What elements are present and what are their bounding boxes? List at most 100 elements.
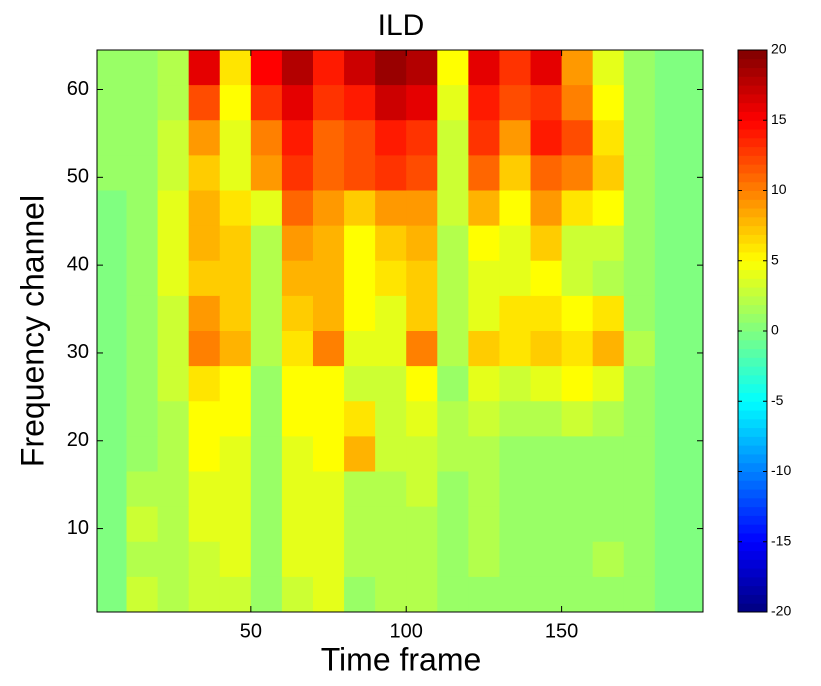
y-axis-label: Frequency channel [14,195,50,467]
heatmap-cell [219,85,252,121]
heatmap-cell [157,401,190,437]
heatmap-cell [375,190,407,227]
heatmap-cell [250,120,283,156]
heatmap-cell [406,155,438,191]
colorbar-swatch [738,137,767,148]
heatmap-cell [592,260,625,297]
colorbar-swatch [738,550,767,560]
heatmap-cell [344,50,376,86]
heatmap-cell [219,190,252,227]
heatmap-cell [126,120,159,156]
heatmap-cell [97,120,128,156]
colorbar-swatch [738,85,767,95]
heatmap-cell [344,225,376,262]
colorbar-swatch [738,172,767,183]
heatmap-cell [623,260,656,297]
heatmap-cell [188,120,221,156]
heatmap-cell [530,260,563,297]
heatmap-cell [219,260,252,297]
heatmap-cell [437,120,469,156]
heatmap-cell [312,295,345,332]
heatmap-cell [344,506,376,543]
heatmap-cell [281,50,314,86]
heatmap-cell [468,85,500,121]
colorbar-swatch [738,445,767,455]
colorbar-swatch [738,164,767,174]
colorbar-swatch [738,102,767,112]
heatmap-cell [406,225,438,262]
heatmap-cell [344,85,376,121]
heatmap-cell [97,85,128,121]
heatmap-cell [468,506,500,543]
heatmap-cell [126,541,159,578]
colorbar-swatch [738,471,767,481]
heatmap-cell [188,471,221,508]
colorbar-swatch [738,410,767,420]
heatmap-cell [97,50,128,86]
heatmap-cell [219,366,252,402]
heatmap-cell [406,576,438,612]
heatmap-cell [437,401,469,437]
heatmap-cell [97,436,128,472]
colorbar-swatch [738,331,767,341]
heatmap-cell [437,366,469,402]
heatmap-cell [499,331,532,367]
heatmap-cell [561,260,594,297]
heatmap-cell [188,576,221,612]
heatmap-cell [157,225,190,262]
heatmap-cell [281,576,314,612]
heatmap-cell [97,190,128,227]
heatmap-cell [623,190,656,227]
heatmap-cell [437,295,469,332]
heatmap-cell [126,85,159,121]
heatmap-cell [499,471,532,508]
heatmap-cell [530,401,563,437]
heatmap-cell [437,225,469,262]
heatmap-cell [654,85,687,121]
heatmap-cell [592,366,625,402]
heatmap-cell [530,506,563,543]
heatmap-cell [126,366,159,402]
heatmap-cell [623,225,656,262]
heatmap-cell [685,541,703,578]
heatmap-cell [623,120,656,156]
heatmap-cell [344,190,376,227]
heatmap-cell [250,295,283,332]
heatmap-cell [530,436,563,472]
heatmap-cell [530,471,563,508]
heatmap-cell [375,50,407,86]
colorbar-swatch [738,67,767,77]
heatmap-cell [561,120,594,156]
heatmap-cell [530,50,563,86]
heatmap-cell [250,225,283,262]
heatmap-cell [592,50,625,86]
heatmap-cell [281,401,314,437]
heatmap-cell [157,541,190,578]
heatmap-cell [499,506,532,543]
heatmap-cell [406,190,438,227]
heatmap-cell [344,331,376,367]
heatmap-cell [312,155,345,191]
heatmap-cell [685,190,703,227]
heatmap-cell [561,436,594,472]
colorbar-swatch [738,251,767,262]
heatmap-cell [281,471,314,508]
heatmap-cell [219,506,252,543]
heatmap-cell [592,471,625,508]
heatmap-cell [312,85,345,121]
heatmap-cell [250,155,283,191]
heatmap-cell [97,331,128,367]
colorbar-swatch [738,93,767,104]
heatmap-cell [468,471,500,508]
heatmap-cell [219,120,252,156]
heatmap-cell [592,436,625,472]
heatmap-cell [375,471,407,508]
heatmap-cell [250,436,283,472]
heatmap-cell [219,331,252,367]
colorbar-swatch [738,348,767,358]
heatmap-cell [344,155,376,191]
heatmap-cell [281,541,314,578]
heatmap-cell [250,85,283,121]
heatmap-cell [437,541,469,578]
